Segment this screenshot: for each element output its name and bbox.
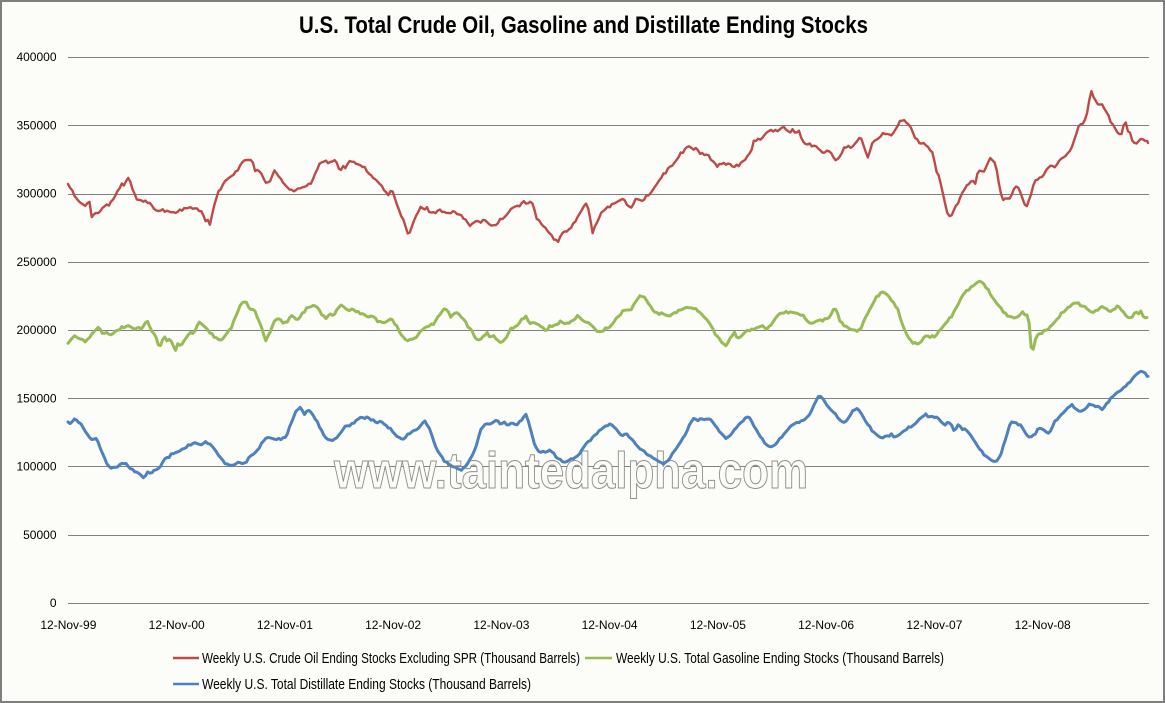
svg-text:Weekly U.S. Total Gasoline End: Weekly U.S. Total Gasoline Ending Stocks… [616, 650, 944, 667]
svg-text:12-Nov-02: 12-Nov-02 [365, 618, 421, 632]
svg-text:12-Nov-06: 12-Nov-06 [798, 618, 854, 632]
svg-text:50000: 50000 [23, 528, 57, 542]
svg-text:Weekly U.S. Total Distillate: Weekly U.S. Total Distillate Ending Stoc… [202, 676, 531, 693]
svg-text:100000: 100000 [16, 460, 56, 474]
svg-text:12-Nov-07: 12-Nov-07 [906, 618, 962, 632]
svg-text:400000: 400000 [16, 50, 56, 64]
svg-text:Weekly U.S. Crude Oil Ending S: Weekly U.S. Crude Oil Ending Stocks Excl… [202, 650, 580, 667]
svg-text:U.S. Total Crude Oil, Gasoline: U.S. Total Crude Oil, Gasoline and Disti… [299, 12, 868, 39]
svg-text:www.taintedalpha.com: www.taintedalpha.com [333, 442, 808, 499]
svg-text:200000: 200000 [16, 323, 56, 337]
svg-text:12-Nov-99: 12-Nov-99 [40, 618, 96, 632]
svg-text:12-Nov-00: 12-Nov-00 [149, 618, 205, 632]
svg-text:250000: 250000 [16, 255, 56, 269]
svg-text:12-Nov-05: 12-Nov-05 [690, 618, 746, 632]
svg-text:12-Nov-04: 12-Nov-04 [582, 618, 638, 632]
svg-text:0: 0 [50, 596, 57, 610]
svg-text:12-Nov-01: 12-Nov-01 [257, 618, 313, 632]
svg-text:12-Nov-08: 12-Nov-08 [1015, 618, 1071, 632]
svg-text:150000: 150000 [16, 391, 56, 405]
svg-text:300000: 300000 [16, 187, 56, 201]
svg-text:350000: 350000 [16, 118, 56, 132]
svg-text:12-Nov-03: 12-Nov-03 [473, 618, 529, 632]
